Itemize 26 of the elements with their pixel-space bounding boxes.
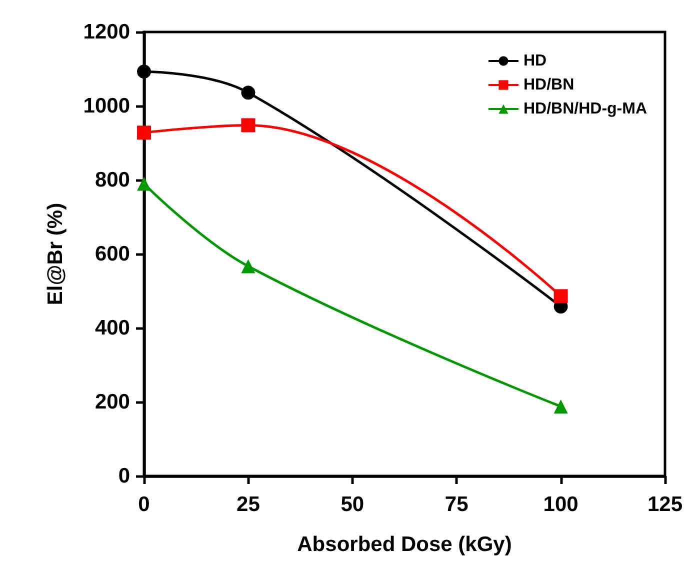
point: [137, 126, 151, 140]
x-tick-label: 125: [647, 493, 683, 516]
x-tick-label: 50: [340, 493, 364, 516]
y-tick-label: 600: [94, 242, 130, 266]
point: [241, 259, 256, 274]
y-tick-label: 1000: [83, 94, 130, 118]
y-tick-label: 1200: [83, 20, 130, 44]
x-tick-label: 75: [444, 493, 469, 516]
point: [554, 289, 568, 304]
x-tick-label: 100: [543, 493, 578, 516]
point: [137, 176, 151, 191]
legend-label: HD/BN: [523, 76, 574, 94]
y-tick-label: 400: [94, 316, 130, 340]
y-tick-label: 200: [94, 390, 130, 414]
y-tick-label: 0: [118, 464, 130, 488]
x-tick-label: 25: [236, 493, 260, 516]
y-tick-label: 800: [94, 168, 130, 192]
y-axis-title: El@Br (%): [44, 202, 67, 306]
legend-label: HD/BN/HD-g-MA: [523, 100, 648, 118]
point: [554, 399, 568, 414]
point: [241, 86, 256, 100]
x-tick-label: 0: [138, 493, 150, 516]
legend-label: HD: [523, 52, 547, 70]
point: [241, 118, 256, 132]
x-axis-title: Absorbed Dose (kGy): [297, 533, 512, 556]
point: [137, 64, 151, 79]
